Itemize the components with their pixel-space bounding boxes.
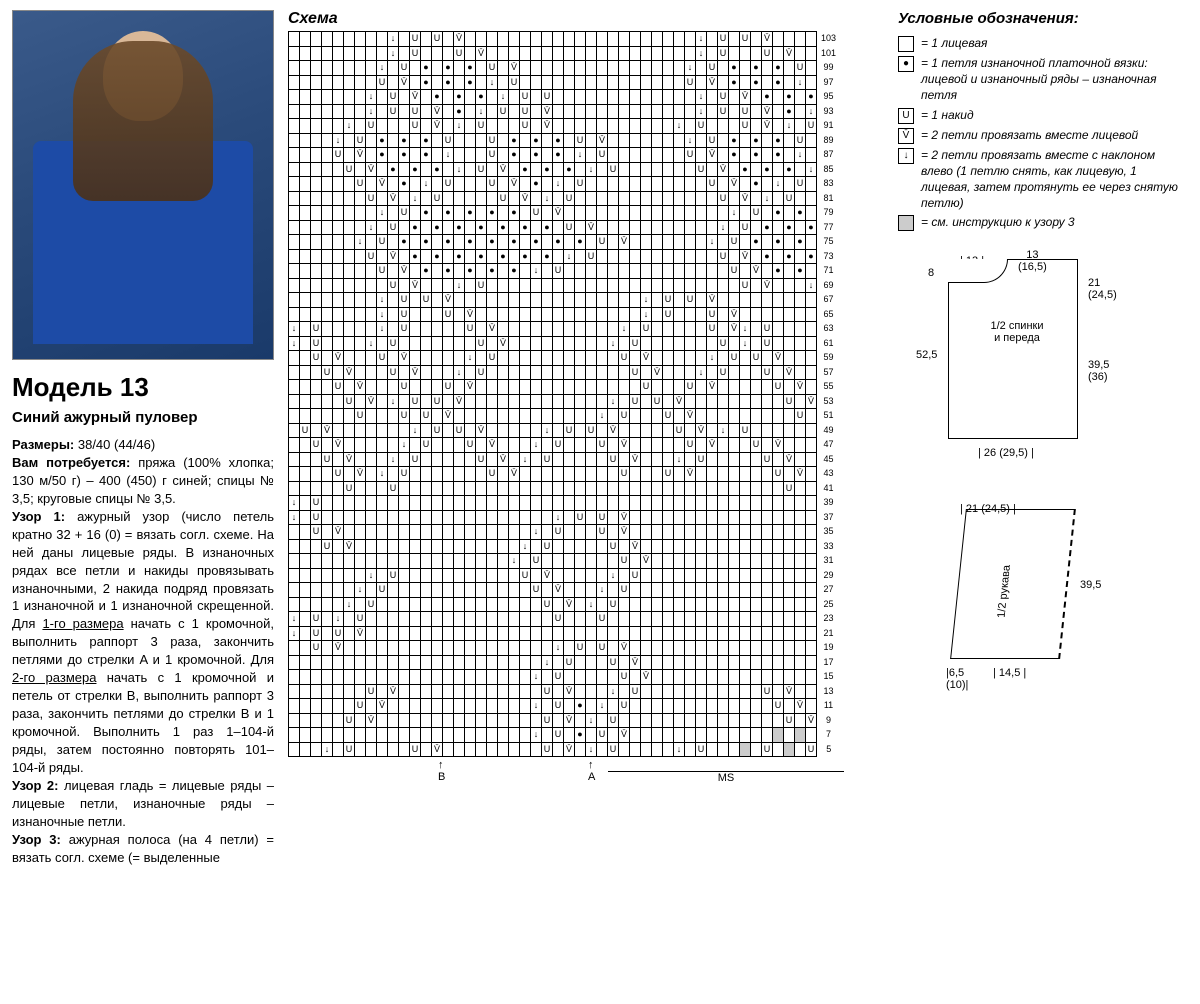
- body-text: Размеры: 38/40 (44/46)Вам потребуется: п…: [12, 436, 274, 867]
- legend: = 1 лицевая●= 1 петля изнаночной платочн…: [898, 35, 1188, 231]
- schematic-back: | 13 | 13(16,5) 1/2 спинки и переда 8 52…: [898, 259, 1188, 479]
- schematic-sleeve: | 21 (24,5) | 1/2 рукава 39,5 |6,5(10)| …: [898, 509, 1188, 709]
- legend-title: Условные обозначения:: [898, 10, 1188, 27]
- schema-title: Схема: [288, 10, 884, 28]
- knitting-chart: ↓UUV̄↓UUV̄103↓UUV̄↓UUV̄101↓U●●●UV̄↓U●●●U…: [288, 31, 837, 757]
- model-photo: [12, 10, 274, 360]
- chart-footer: ↑B ↑A MS: [288, 759, 884, 795]
- subtitle: Синий ажурный пуловер: [12, 409, 274, 426]
- model-title: Модель 13: [12, 372, 274, 403]
